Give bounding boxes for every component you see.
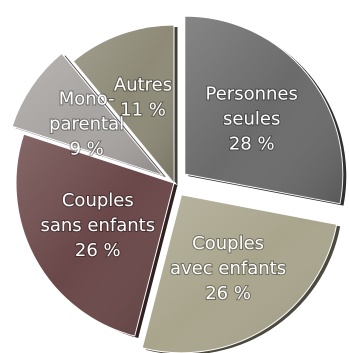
pie-label-line: parental bbox=[49, 114, 124, 135]
pie-label-autres: Autres 11 % bbox=[114, 74, 172, 120]
pie-label-line: 26 % bbox=[75, 240, 121, 261]
pie-label-line: 26 % bbox=[205, 283, 251, 304]
pie-label-line: Couples bbox=[192, 233, 264, 254]
pie-label-line: 9 % bbox=[69, 139, 103, 160]
pie-label-monoparental: Mono-parental 9 % bbox=[49, 89, 124, 160]
pie-slice-sheen-personnes-seules bbox=[184, 16, 343, 204]
pie-slice-sheen-couples-avec-enfants bbox=[142, 194, 337, 353]
pie-label-line: Personnes bbox=[206, 84, 298, 105]
pie-slice-sheen-couples-sans-enfants bbox=[16, 134, 174, 337]
pie-label-line: avec enfants bbox=[170, 258, 286, 279]
pie-label-line: Couples bbox=[62, 190, 134, 211]
pie-label-line: 28 % bbox=[229, 134, 275, 155]
pie-label-line: seules bbox=[223, 109, 280, 130]
pie-label-line: Mono- bbox=[59, 89, 115, 110]
pie-label-couples-sans-enfants: Couples sans enfants 26 % bbox=[40, 190, 155, 261]
pie-label-line: 11 % bbox=[120, 99, 166, 120]
pie-label-line: sans enfants bbox=[40, 215, 155, 236]
pie-slice-sheen-autres bbox=[73, 25, 174, 183]
pie-label-couples-avec-enfants: Couples avec enfants 26 % bbox=[170, 233, 286, 304]
pie-label-personnes-seules: Personnes seules 28 % bbox=[206, 84, 298, 155]
pie-label-line: Autres bbox=[114, 74, 172, 95]
pie-slices bbox=[11, 15, 347, 353]
pie-labels: Personnes seules 28 % Couples avec enfants 26… bbox=[39, 73, 298, 305]
pie-slice-sheen-monoparental bbox=[12, 53, 163, 176]
